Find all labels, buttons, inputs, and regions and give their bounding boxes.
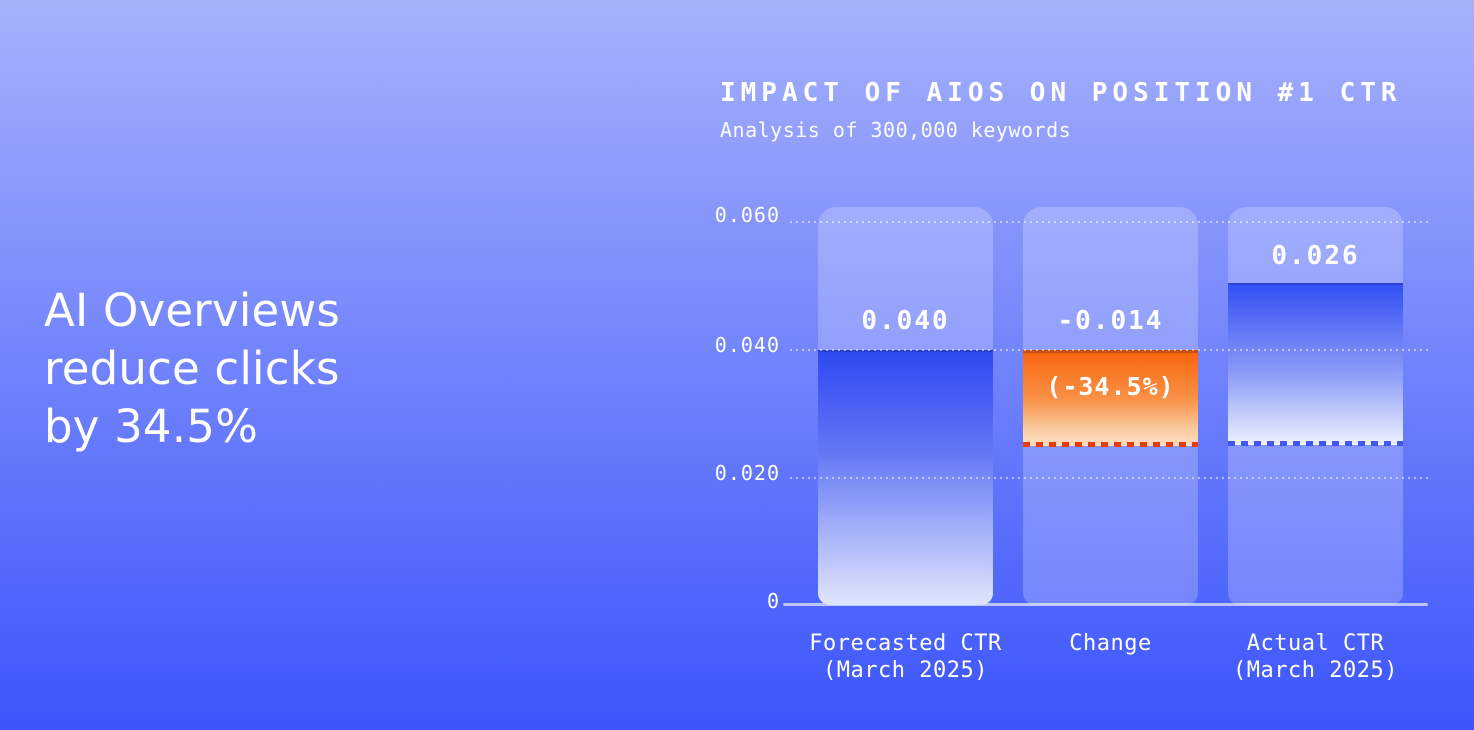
- y-tick-0060: 0.060: [714, 203, 780, 227]
- chart-title: IMPACT OF AIOS ON POSITION #1 CTR: [720, 78, 1402, 108]
- headline: AI Overviews reduce clicks by 34.5%: [44, 282, 340, 456]
- bar-forecasted-value-label: 0.040: [861, 306, 950, 336]
- gridline-0040: [790, 349, 1428, 351]
- chart-subtitle: Analysis of 300,000 keywords: [720, 118, 1072, 142]
- bar-change-percent-label: (-34.5%): [1046, 372, 1175, 401]
- bar-actual-value-label: 0.026: [1271, 241, 1360, 271]
- x-label-forecasted-ctr: Forecasted CTR (March 2025): [778, 630, 1033, 684]
- bar-change: -0.014 (-34.5%): [1023, 207, 1198, 605]
- bar-change-value-label: -0.014: [1057, 306, 1164, 336]
- x-label-actual-line2: (March 2025): [1233, 658, 1398, 683]
- bar-actual-fill: [1228, 283, 1403, 446]
- headline-line-3: by 34.5%: [44, 400, 259, 453]
- headline-line-1: AI Overviews: [44, 284, 341, 337]
- x-label-change-line1: Change: [1069, 631, 1152, 656]
- x-label-actual-line1: Actual CTR: [1246, 631, 1385, 656]
- x-label-actual-ctr: Actual CTR (March 2025): [1188, 630, 1443, 684]
- gridline-0060: [790, 221, 1428, 223]
- x-axis-line: [783, 603, 1428, 606]
- bar-change-dashed-line: [1023, 442, 1198, 447]
- bar-actual-ctr: 0.026: [1228, 207, 1403, 605]
- y-tick-0020: 0.020: [714, 461, 780, 485]
- gridline-0020: [790, 477, 1428, 479]
- x-label-change: Change: [983, 630, 1238, 657]
- x-label-forecasted-line2: (March 2025): [823, 658, 988, 683]
- y-tick-0: 0: [766, 589, 780, 613]
- y-tick-0040: 0.040: [714, 333, 780, 357]
- headline-line-2: reduce clicks: [44, 342, 340, 395]
- x-label-forecasted-line1: Forecasted CTR: [809, 631, 1002, 656]
- bar-forecasted-ctr: 0.040: [818, 207, 993, 605]
- bar-change-fill: [1023, 350, 1198, 447]
- bar-actual-dashed-line: [1228, 441, 1403, 446]
